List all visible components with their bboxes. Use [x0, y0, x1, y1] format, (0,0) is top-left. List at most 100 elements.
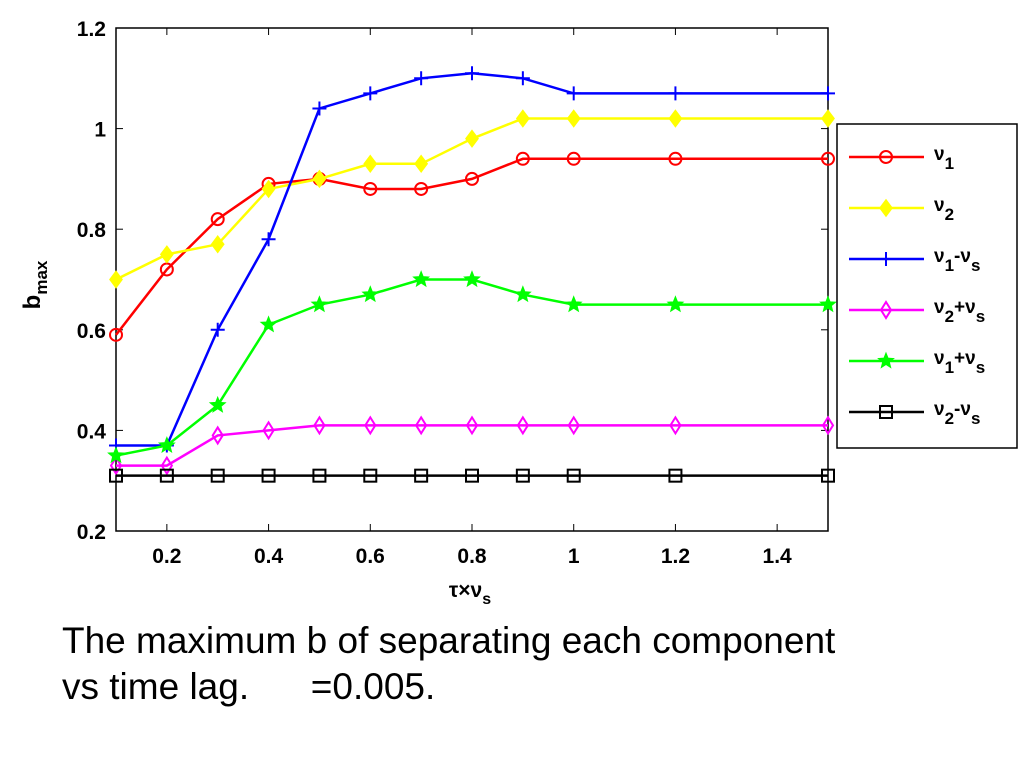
x-tick-label: 1	[568, 545, 580, 568]
data-point	[515, 151, 530, 166]
data-point	[513, 285, 532, 303]
legend: ν1 ν2 ν1-νs ν2+νs ν1+νs ν2-νs	[836, 123, 1018, 449]
data-point	[210, 322, 225, 337]
data-point	[821, 86, 835, 101]
data-point	[564, 295, 583, 313]
legend-marker	[877, 351, 895, 369]
data-point	[516, 415, 530, 436]
legend-item: ν2+νs	[849, 297, 985, 326]
x-tick-label: 0.6	[356, 545, 385, 568]
series-line	[116, 72, 828, 447]
data-point	[261, 179, 276, 199]
legend-marker	[879, 252, 893, 266]
data-point	[414, 154, 429, 174]
data-point	[668, 151, 683, 166]
x-tick-label: 1.2	[661, 545, 690, 568]
data-point	[666, 295, 685, 313]
data-point	[515, 468, 530, 483]
data-point	[566, 468, 581, 483]
data-point	[208, 395, 227, 413]
data-point	[412, 270, 431, 288]
x-tick-label: 0.2	[152, 545, 181, 568]
y-tick-label: 1	[94, 119, 106, 142]
caption: The maximum b of separating each compone…	[62, 618, 1002, 710]
data-point	[414, 468, 429, 483]
legend-label: ν1+νs	[934, 348, 985, 377]
data-point	[668, 468, 683, 483]
data-point	[210, 212, 225, 227]
data-point	[819, 295, 837, 313]
data-point	[821, 151, 835, 166]
data-point	[312, 468, 327, 483]
data-point	[465, 171, 479, 186]
legend-label: ν2-νs	[934, 399, 980, 428]
x-tick-label: 0.8	[457, 545, 487, 568]
data-point	[159, 468, 174, 483]
data-point	[567, 415, 580, 436]
data-point	[465, 129, 479, 148]
series-line	[116, 424, 828, 467]
data-point	[312, 101, 327, 116]
data-point	[210, 468, 225, 483]
data-point	[109, 455, 123, 476]
data-point	[310, 295, 329, 313]
series-2	[109, 109, 835, 289]
series-line	[115, 278, 828, 457]
series-4	[109, 415, 835, 476]
data-point	[363, 154, 378, 174]
legend-label: ν2+νs	[934, 297, 985, 326]
series-6	[109, 468, 835, 483]
data-point	[313, 415, 326, 436]
y-tick-label: 0.8	[77, 219, 107, 242]
data-point	[109, 270, 123, 289]
legend-marker	[879, 405, 893, 419]
series-5	[107, 270, 837, 464]
line-chart: 0.2 0.4 0.6 0.8 1 1.2 1.4 0.2 0.4 0.6 0.8 1 1.2 τ×νs…	[19, 18, 1018, 608]
legend-label: ν1-νs	[934, 246, 980, 275]
data-point	[566, 86, 581, 101]
data-point	[261, 468, 276, 483]
data-point	[465, 468, 479, 483]
data-point	[669, 415, 682, 436]
legend-marker	[879, 198, 893, 218]
data-point	[109, 468, 123, 483]
y-tick-label: 1.2	[77, 18, 106, 41]
data-point	[364, 415, 377, 436]
data-point	[363, 86, 378, 101]
data-point	[821, 468, 835, 483]
data-point	[210, 235, 225, 254]
data-point	[414, 71, 429, 86]
data-point	[463, 270, 481, 288]
data-point	[668, 86, 683, 101]
data-point	[515, 71, 530, 86]
data-point	[821, 415, 835, 436]
data-point	[160, 455, 174, 476]
data-point	[107, 446, 125, 464]
y-tick-label: 0.2	[77, 521, 106, 544]
data-point	[159, 245, 174, 264]
data-point	[515, 109, 530, 128]
legend-item: ν1-νs	[849, 246, 980, 275]
y-tick-label: 0.6	[77, 320, 106, 343]
data-point	[363, 468, 378, 483]
data-point	[414, 181, 429, 196]
y-tick-label: 0.4	[77, 420, 107, 443]
data-point	[414, 415, 428, 436]
legend-label: ν2	[934, 195, 954, 224]
data-point	[157, 436, 176, 454]
data-point	[363, 181, 378, 196]
legend-label: ν1	[934, 144, 954, 173]
legend-marker	[879, 300, 893, 320]
y-axis-label: bmax	[19, 260, 51, 309]
data-point	[821, 109, 835, 128]
data-point	[109, 327, 123, 342]
data-point	[566, 151, 581, 166]
series-line	[115, 117, 828, 281]
data-point	[566, 109, 581, 128]
data-point	[262, 420, 275, 441]
legend-item: ν2	[849, 195, 954, 224]
caption-line-2: vs time lag. =0.005.	[62, 666, 436, 707]
x-tick-label: 1.4	[763, 545, 793, 568]
data-point	[259, 315, 278, 333]
legend-item: ν2-νs	[849, 399, 980, 428]
